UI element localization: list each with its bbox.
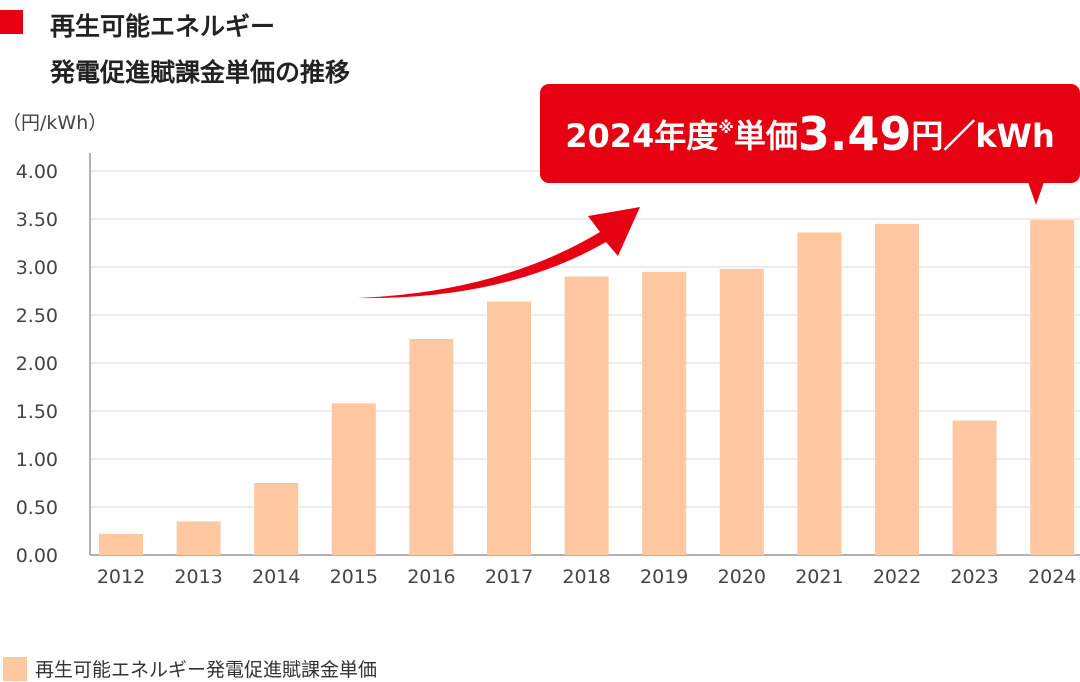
bar-2021 xyxy=(797,232,842,555)
legend-swatch xyxy=(3,656,27,681)
bar-2013 xyxy=(176,521,221,555)
x-tick-label: 2023 xyxy=(950,566,998,588)
y-tick-label: 1.50 xyxy=(16,401,58,423)
y-tick-label: 3.00 xyxy=(16,257,58,279)
x-tick-label: 2016 xyxy=(407,566,455,588)
x-tick-label: 2015 xyxy=(330,566,378,588)
x-tick-label: 2014 xyxy=(252,566,300,588)
legend-label: 再生可能エネルギー発電促進賦課金単価 xyxy=(35,659,378,681)
y-tick-label: 4.00 xyxy=(16,161,58,183)
title-line-1: 再生可能エネルギー xyxy=(50,12,276,41)
y-axis-unit: （円/kWh） xyxy=(2,112,108,134)
callout-value: 3.49 xyxy=(797,106,912,161)
callout-label: 単価 xyxy=(733,116,798,155)
callout-note-mark: ※ xyxy=(718,118,734,137)
legend: 再生可能エネルギー発電促進賦課金単価 xyxy=(3,655,377,682)
x-tick-label: 2020 xyxy=(718,566,766,588)
x-tick-label: 2024 xyxy=(1028,566,1076,588)
bar-2019 xyxy=(642,271,687,555)
trend-arrow xyxy=(358,207,640,299)
x-tick-label: 2022 xyxy=(873,566,921,588)
x-tick-label: 2019 xyxy=(640,566,688,588)
bar-2022 xyxy=(875,223,919,556)
y-tick-label: 2.00 xyxy=(16,353,58,375)
title-line-2: 発電促進賦課金単価の推移 xyxy=(50,58,351,87)
chart-title: 再生可能エネルギー 発電促進賦課金単価の推移 xyxy=(50,4,350,96)
bar-2015 xyxy=(331,403,376,555)
bar-2012 xyxy=(99,533,143,555)
bar-2018 xyxy=(564,276,609,555)
callout-2024: 2024年度 ※ 単価 3.49 円／kWh xyxy=(540,84,1080,183)
y-tick-label: 2.50 xyxy=(16,305,58,327)
x-tick-label: 2018 xyxy=(562,566,610,588)
bar-2020 xyxy=(719,268,764,555)
bar-2016 xyxy=(409,339,454,555)
y-tick-label: 3.50 xyxy=(16,209,58,231)
callout-unit: 円／kWh xyxy=(911,116,1055,155)
x-tick-label: 2013 xyxy=(174,566,222,588)
bar-2024 xyxy=(1030,219,1075,555)
x-tick-label: 2017 xyxy=(485,566,533,588)
y-tick-label: 0.50 xyxy=(16,497,58,519)
bar-2014 xyxy=(254,483,299,555)
callout-pointer xyxy=(1028,182,1044,205)
bar-2017 xyxy=(487,301,531,555)
x-tick-label: 2012 xyxy=(97,566,145,588)
bar-2023 xyxy=(952,420,997,555)
y-tick-label: 0.00 xyxy=(16,545,58,567)
x-tick-label: 2021 xyxy=(795,566,843,588)
y-tick-label: 1.00 xyxy=(16,449,58,471)
callout-year: 2024年度 xyxy=(565,116,719,155)
title-marker xyxy=(0,10,23,34)
